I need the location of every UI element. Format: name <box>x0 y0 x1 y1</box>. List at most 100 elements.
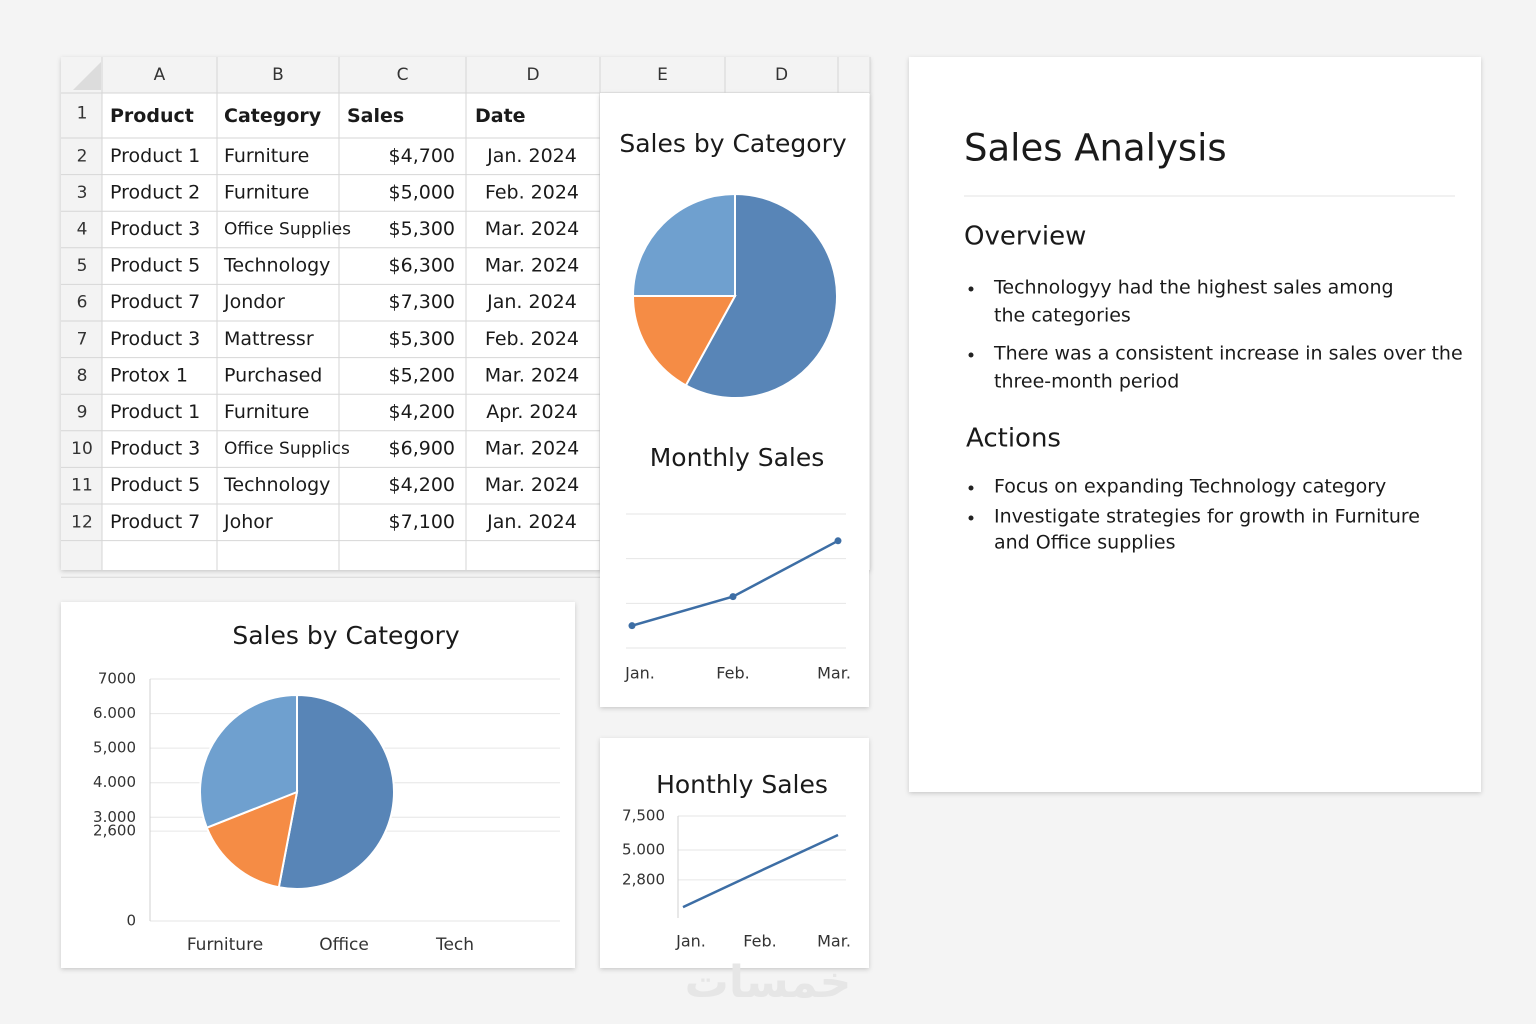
cell[interactable]: $4,200 <box>389 401 455 423</box>
cell[interactable]: $4,200 <box>389 474 455 496</box>
cell[interactable]: $5,300 <box>389 218 455 240</box>
cell[interactable]: $4,700 <box>389 145 455 167</box>
cell[interactable]: Product 5 <box>110 255 200 277</box>
cell[interactable]: Mattressr <box>224 328 314 350</box>
row-number[interactable]: 6 <box>77 293 88 313</box>
bullet <box>968 485 974 491</box>
cell[interactable]: Product 3 <box>110 438 200 460</box>
cell[interactable]: Mar. 2024 <box>485 474 580 496</box>
report-title: Sales Analysis <box>964 127 1227 170</box>
row-number[interactable]: 5 <box>77 256 88 276</box>
column-header[interactable]: D <box>775 65 788 85</box>
cell[interactable]: $6,900 <box>389 438 455 460</box>
cell[interactable]: Furniture <box>224 181 309 203</box>
row-number[interactable]: 4 <box>77 220 88 240</box>
x-tick-label: Office <box>319 935 369 955</box>
column-header[interactable]: C <box>397 65 409 85</box>
row-number[interactable]: 12 <box>71 512 93 532</box>
row-number[interactable]: 7 <box>77 329 88 349</box>
cell[interactable]: $5,000 <box>389 181 455 203</box>
cell[interactable]: Mar. 2024 <box>485 255 580 277</box>
cell[interactable]: Technology <box>223 474 330 496</box>
cell[interactable]: Mar. 2024 <box>485 438 580 460</box>
cell[interactable]: Jondor <box>223 291 285 313</box>
cell[interactable]: Furniture <box>224 401 309 423</box>
cell[interactable]: Office Supplics <box>224 439 350 459</box>
row-number[interactable]: 9 <box>77 403 88 423</box>
cell[interactable]: Jan. 2024 <box>486 511 577 533</box>
bullet-text: Investigate strategies for growth in Fur… <box>994 506 1420 528</box>
bullet <box>968 352 974 358</box>
line-point <box>834 537 842 545</box>
cell[interactable]: $5,300 <box>389 328 455 350</box>
header-cell[interactable]: Product <box>110 105 194 127</box>
cell[interactable]: Product 2 <box>110 181 200 203</box>
cell[interactable]: Office Supplies <box>224 220 351 240</box>
y-tick-label: 5.000 <box>622 841 665 859</box>
y-tick-label: 7000 <box>98 670 136 688</box>
report-panel <box>909 57 1481 792</box>
cell[interactable]: Mar. 2024 <box>485 364 580 386</box>
x-tick-label: Jan. <box>675 932 706 951</box>
bullet-text: There was a consistent increase in sales… <box>993 343 1463 365</box>
cell[interactable]: Feb. 2024 <box>485 181 579 203</box>
bullet <box>968 286 974 292</box>
header-cell[interactable]: Date <box>475 105 526 127</box>
bullet-text: Technologyy had the highest sales among <box>993 277 1394 299</box>
x-tick-label: Furniture <box>187 935 263 955</box>
bullet-text: Focus on expanding Technology category <box>994 476 1386 498</box>
cell[interactable]: Mar. 2024 <box>485 218 580 240</box>
select-all-corner[interactable] <box>73 62 101 90</box>
row-number[interactable]: 2 <box>77 146 88 166</box>
chart-panel <box>600 738 869 968</box>
report: Sales Analysis Overview Technologyy had th… <box>964 127 1463 554</box>
cell[interactable]: Product 3 <box>110 328 200 350</box>
cell[interactable]: Jan. 2024 <box>486 145 577 167</box>
cell[interactable]: Product 7 <box>110 291 200 313</box>
cell[interactable]: Product 5 <box>110 474 200 496</box>
cell[interactable]: Furniture <box>224 145 309 167</box>
cell[interactable]: $7,100 <box>389 511 455 533</box>
cell[interactable]: Feb. 2024 <box>485 328 579 350</box>
chart-title: Honthly Sales <box>656 770 828 799</box>
y-tick-label: 2,600 <box>93 822 136 840</box>
cell[interactable]: Product 3 <box>110 218 200 240</box>
cell[interactable]: $5,200 <box>389 364 455 386</box>
x-tick-label: Jan. <box>624 664 655 683</box>
cell[interactable]: Protox 1 <box>110 364 188 386</box>
column-header[interactable]: A <box>154 65 166 85</box>
row-number[interactable]: 1 <box>77 104 88 124</box>
row-number[interactable]: 10 <box>71 439 93 459</box>
header-cell[interactable]: Category <box>224 105 322 127</box>
cell[interactable]: Apr. 2024 <box>486 401 578 423</box>
cell[interactable]: $6,300 <box>389 255 455 277</box>
y-tick-label: 4.000 <box>93 773 136 791</box>
x-tick-label: Tech <box>435 935 474 955</box>
charts: Sales by Category Monthly Sales Jan. Feb. Ma… <box>93 129 851 955</box>
cell[interactable]: Product 1 <box>110 145 200 167</box>
cell[interactable]: Purchased <box>224 364 322 386</box>
cell[interactable]: Technology <box>223 255 330 277</box>
row-number[interactable]: 3 <box>77 183 88 203</box>
cell[interactable]: $7,300 <box>389 291 455 313</box>
cell[interactable]: Jan. 2024 <box>486 291 577 313</box>
column-header[interactable]: D <box>526 65 539 85</box>
pie-slice <box>631 192 736 297</box>
header-cell[interactable]: Sales <box>347 105 404 127</box>
row-number[interactable]: 8 <box>77 366 88 386</box>
row-number[interactable]: 11 <box>71 476 93 496</box>
line-series <box>682 833 839 909</box>
column-header[interactable]: B <box>272 65 284 85</box>
x-tick-label: Mar. <box>817 664 851 683</box>
column-header[interactable]: E <box>657 65 668 85</box>
cell[interactable]: Johor <box>223 511 273 533</box>
watermark: خمسات <box>685 957 852 1008</box>
line-point <box>729 593 737 601</box>
cell[interactable]: Product 1 <box>110 401 200 423</box>
section-heading: Overview <box>964 222 1086 252</box>
x-tick-label: Feb. <box>716 664 749 683</box>
cell[interactable]: Product 7 <box>110 511 200 533</box>
